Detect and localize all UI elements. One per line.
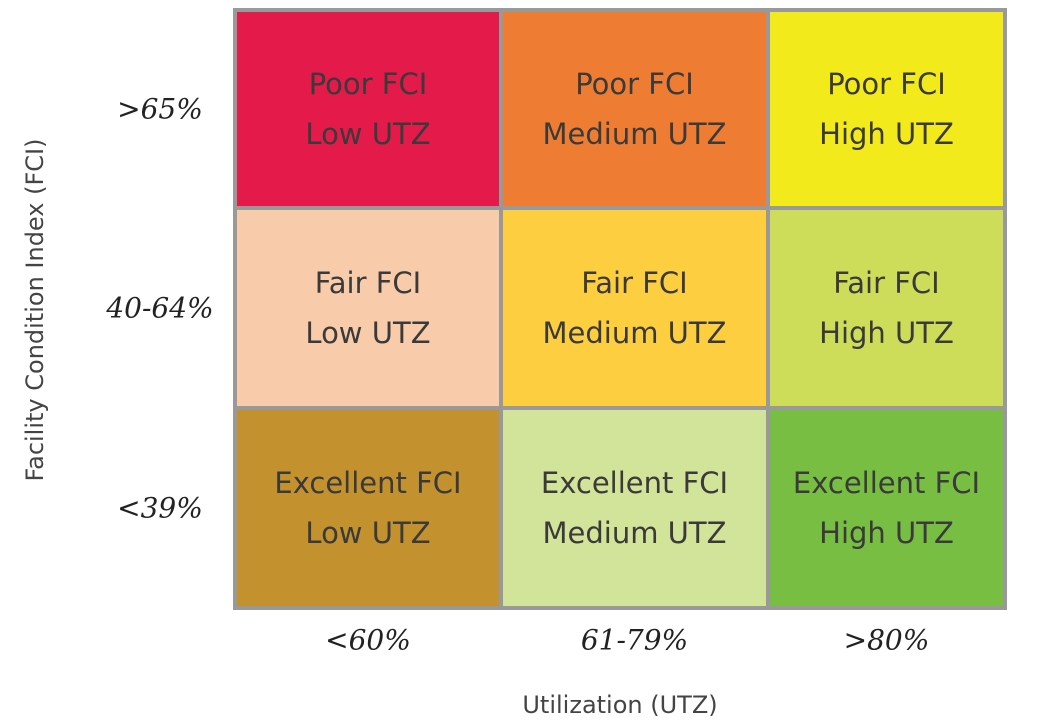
cell-text: High UTZ <box>819 316 954 350</box>
cell: Fair FCI Medium UTZ <box>501 208 768 408</box>
cell: Excellent FCI Medium UTZ <box>501 408 768 608</box>
x-axis-title: Utilization (UTZ) <box>522 691 718 719</box>
cell-text: Medium UTZ <box>542 516 727 550</box>
column-label: >80% <box>843 623 930 657</box>
cell-text: Excellent FCI <box>540 466 729 500</box>
cell: Fair FCI Low UTZ <box>235 208 501 408</box>
cell: Excellent FCI High UTZ <box>768 408 1005 608</box>
cell-text: Excellent FCI <box>792 466 981 500</box>
row-label: >65% <box>117 92 203 126</box>
cell-text: Low UTZ <box>305 117 431 151</box>
cell-text: Fair FCI <box>314 266 422 300</box>
row-label: 40-64% <box>106 291 214 325</box>
column-label: 61-79% <box>580 623 689 657</box>
cell-text: Poor FCI <box>308 67 428 101</box>
column-label: <60% <box>325 623 411 657</box>
cell: Poor FCI Low UTZ <box>235 10 501 208</box>
cell-text: Fair FCI <box>833 266 940 300</box>
cell-text: Poor FCI <box>575 67 694 101</box>
y-axis-title: Facility Condition Index (FCI) <box>21 138 49 482</box>
cell: Excellent FCI Low UTZ <box>235 408 501 608</box>
cell-text: Low UTZ <box>305 316 431 350</box>
cell-text: High UTZ <box>819 117 954 151</box>
cell-text: Excellent FCI <box>274 466 462 500</box>
cell-text: High UTZ <box>819 516 954 550</box>
cell-text: Low UTZ <box>305 516 431 550</box>
cell: Poor FCI Medium UTZ <box>501 10 768 208</box>
cell-text: Medium UTZ <box>542 316 727 350</box>
cell-text: Medium UTZ <box>542 117 727 151</box>
cell-text: Fair FCI <box>581 266 688 300</box>
cell: Poor FCI High UTZ <box>768 10 1005 208</box>
cell-text: Poor FCI <box>827 67 946 101</box>
row-label: <39% <box>117 491 203 525</box>
cell: Fair FCI High UTZ <box>768 208 1005 408</box>
